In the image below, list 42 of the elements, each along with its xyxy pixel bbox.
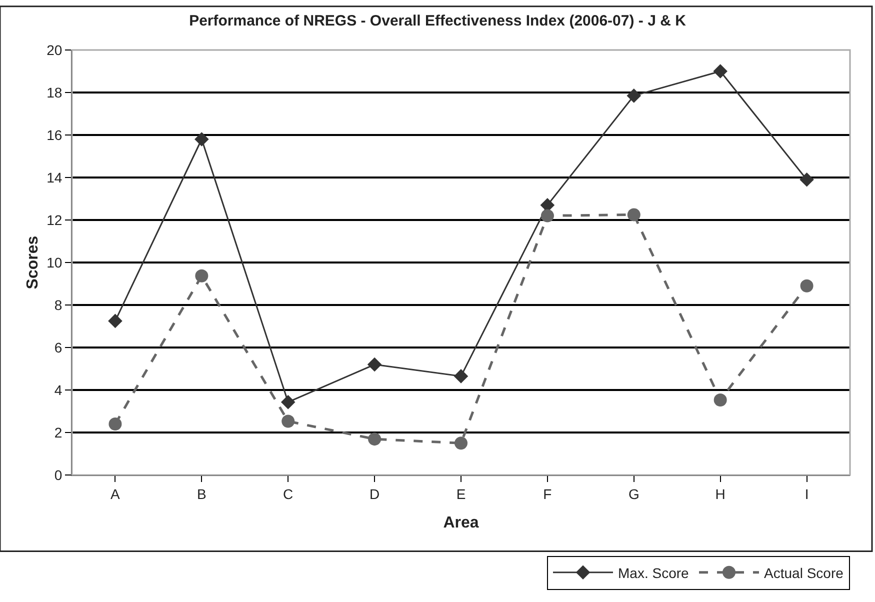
y-tick-label: 10 [46, 254, 62, 270]
x-tick-label: H [715, 486, 726, 502]
x-tick-label: G [628, 486, 640, 502]
x-tick-label: F [543, 486, 552, 502]
y-tick-label: 0 [54, 466, 62, 483]
y-tick-label: 4 [54, 382, 62, 398]
point [280, 394, 296, 410]
point [108, 314, 122, 328]
y-tick-label: 2 [54, 424, 62, 440]
y-tick-label: 8 [54, 296, 62, 313]
y-tick-label: 18 [46, 84, 62, 100]
legend-label: Max. Score [618, 564, 690, 581]
point [282, 414, 295, 428]
x-tick-label: A [110, 486, 121, 502]
point [713, 64, 728, 78]
point [626, 88, 642, 103]
y-tick-label: 12 [46, 212, 62, 228]
point [108, 418, 122, 430]
legend-label: Actual Score [764, 564, 844, 581]
y-tick-label: 14 [46, 169, 62, 186]
point [800, 172, 814, 187]
point [800, 279, 814, 292]
chart-title: Performance of NREGS - Overall Effectiveness Index (2006-07) - J & K [189, 12, 686, 30]
x-axis-title: Area [443, 514, 479, 532]
x-tick-label: C [283, 486, 294, 502]
x-tick-label: I [804, 486, 809, 502]
point [194, 132, 209, 146]
point [368, 432, 382, 446]
x-tick-label: D [369, 486, 380, 502]
point [454, 369, 468, 384]
y-tick-label: 20 [46, 42, 62, 58]
point [367, 357, 382, 372]
point [627, 208, 640, 222]
y-tick-label: 6 [54, 339, 62, 356]
y-tick-label: 16 [46, 126, 62, 143]
point [195, 269, 208, 282]
point [540, 209, 554, 222]
point [454, 436, 468, 450]
x-tick-label: E [456, 486, 466, 502]
point [714, 393, 727, 406]
y-axis-title: Scores [24, 236, 42, 290]
x-tick-label: B [197, 486, 206, 502]
